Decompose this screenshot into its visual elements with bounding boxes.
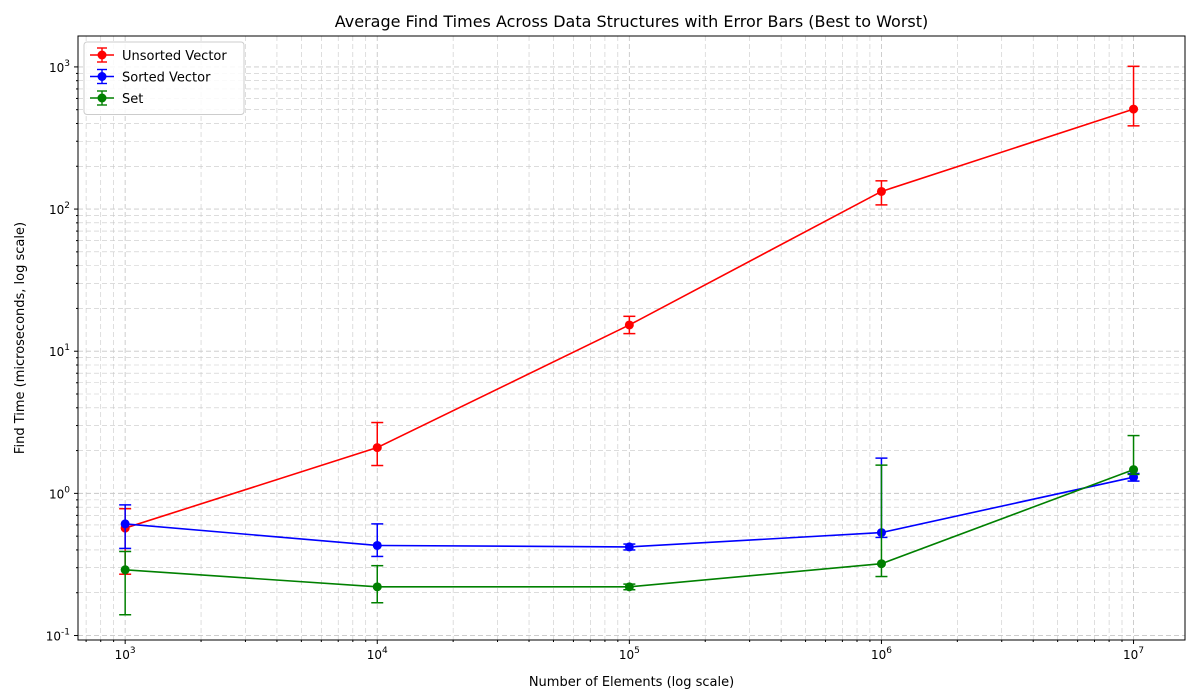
legend-label: Set [122,92,143,107]
y-tick-label: 102 [49,201,70,217]
data-point [372,540,382,550]
legend: Unsorted Vector Sorted Vector Set [83,41,245,115]
data-point [624,320,634,330]
data-point [624,582,634,592]
x-tick-label: 105 [619,646,640,662]
y-tick-label: 101 [49,343,70,359]
data-point [372,443,382,453]
chart-title: Average Find Times Across Data Structure… [335,12,929,31]
y-tick-label: 100 [49,485,70,501]
y-tick-label: 10-1 [46,628,70,644]
series-layer [119,65,1140,616]
axes: 103 104 105 106 107 10-1 100 101 102 103 [46,59,1144,662]
data-point [120,565,130,575]
legend-marker [97,93,107,103]
legend-item: Unsorted Vector [90,47,227,64]
legend-label: Sorted Vector [122,71,211,86]
data-point [372,582,382,592]
data-point [624,542,634,552]
y-tick-label: 103 [49,59,70,75]
x-tick-label: 107 [1123,646,1144,662]
grid [78,36,1185,640]
x-axis-label: Number of Elements (log scale) [529,675,734,690]
legend-item: Sorted Vector [90,68,211,86]
legend-label: Unsorted Vector [122,49,227,64]
data-point [1129,465,1139,475]
data-point [1129,104,1139,114]
data-point [120,519,130,529]
x-tick-label: 103 [115,646,136,662]
x-tick-label: 106 [871,646,892,662]
data-point [876,186,886,196]
legend-marker [97,50,107,60]
x-tick-label: 104 [367,646,388,662]
legend-box [83,41,245,115]
legend-item: Set [90,90,143,107]
data-point [876,559,886,569]
series-set [119,434,1140,616]
y-axis-label: Find Time (microseconds, log scale) [13,222,28,454]
plot-frame [77,35,1186,641]
legend-marker [97,72,107,81]
